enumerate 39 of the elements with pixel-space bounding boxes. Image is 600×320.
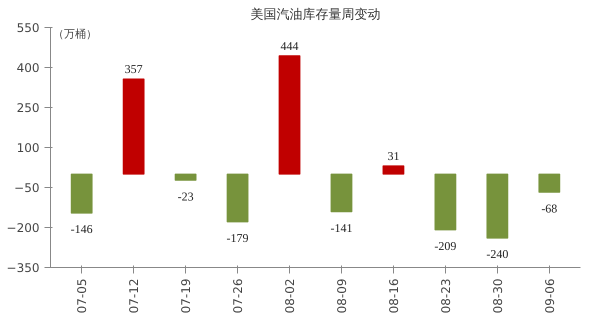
y-tick-label: 550 [16, 21, 40, 35]
bar [382, 165, 404, 175]
x-tick-label: 08-09 [334, 278, 349, 314]
data-label: -179 [226, 230, 249, 245]
bar [70, 174, 93, 214]
data-label: -141 [330, 220, 352, 235]
bar [486, 174, 508, 239]
x-tick-label: 08-02 [283, 278, 298, 314]
data-label: -209 [434, 238, 456, 253]
x-tick-label: 07-26 [231, 278, 246, 314]
bar [330, 174, 352, 212]
x-tick-label: 07-12 [127, 278, 142, 314]
bar [174, 174, 196, 181]
x-tick-label: 08-16 [386, 278, 401, 314]
y-tick-label: −50 [14, 181, 40, 195]
y-tick-label: −200 [6, 221, 40, 235]
data-label: -68 [541, 201, 558, 216]
data-label: 444 [280, 38, 299, 53]
bar [278, 55, 300, 175]
bar [122, 78, 145, 175]
y-axis-title: （万桶） [53, 28, 98, 40]
chart-title: 美国汽油库存量周变动 [250, 6, 380, 22]
y-tick-label: 400 [16, 61, 40, 75]
data-label: -146 [70, 222, 93, 236]
y-tick-label: −350 [6, 261, 40, 275]
bar [226, 174, 248, 222]
bar [434, 174, 456, 230]
y-tick-label: 250 [16, 101, 40, 115]
data-label: -23 [178, 189, 194, 204]
y-tick-label: 100 [16, 141, 40, 155]
x-tick-label: 08-30 [490, 278, 505, 314]
bar [538, 174, 560, 193]
x-tick-label: 09-06 [542, 278, 557, 314]
x-tick-label: 07-05 [75, 278, 90, 314]
data-label: -240 [486, 247, 508, 262]
x-tick-label: 08-23 [438, 278, 453, 314]
x-tick-label: 07-19 [179, 278, 194, 314]
data-label: 31 [387, 148, 400, 163]
data-label: 357 [124, 62, 143, 76]
